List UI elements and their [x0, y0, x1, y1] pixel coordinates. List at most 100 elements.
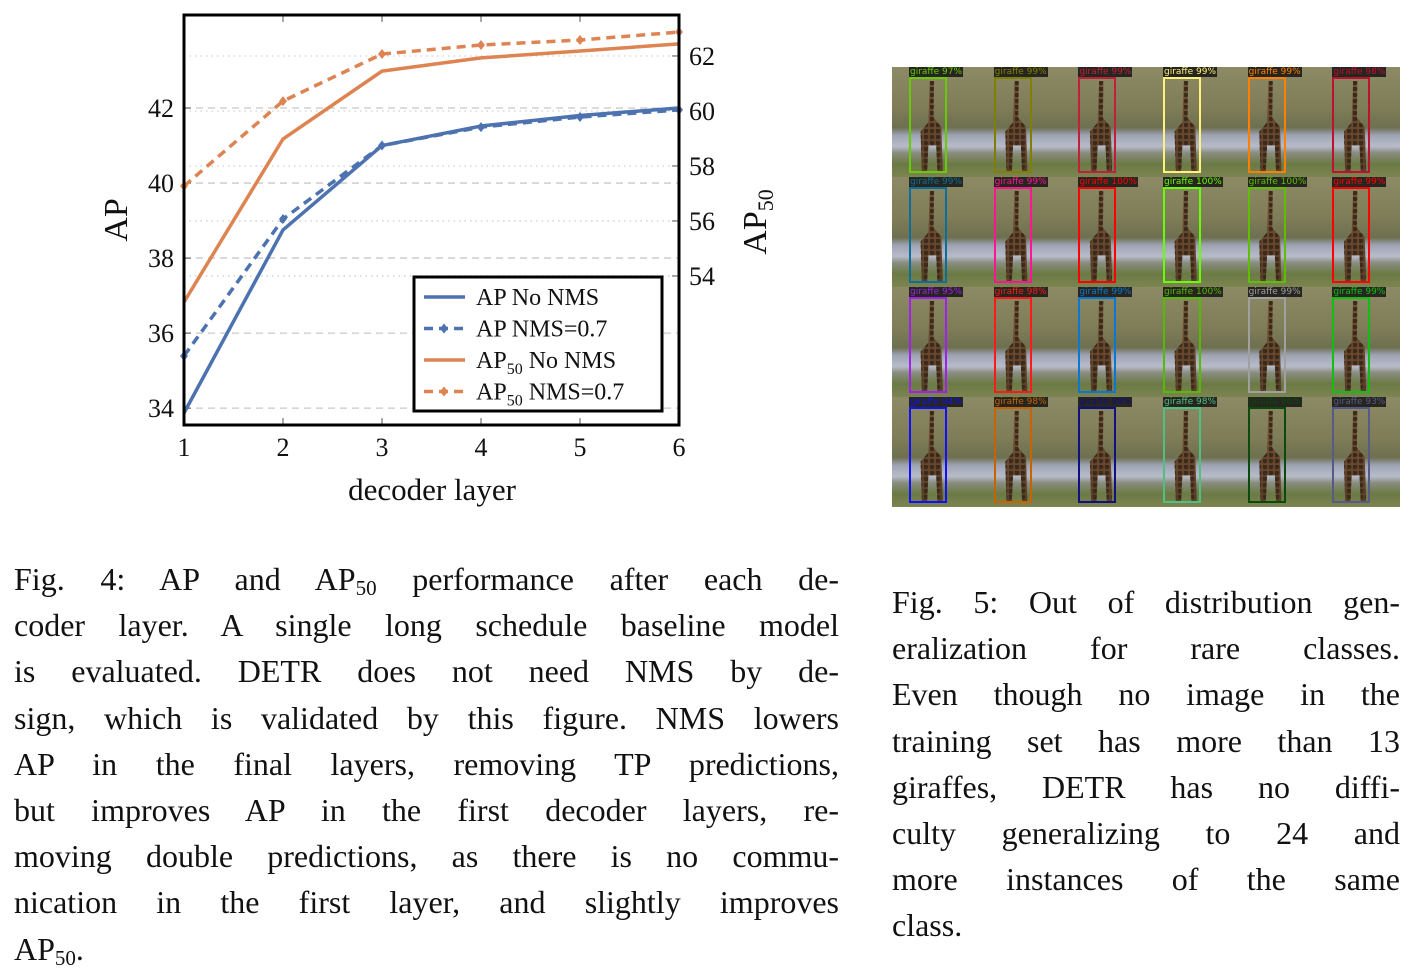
detection-tile: giraffe 99% — [1061, 397, 1146, 507]
caption-line: Fig. 5: Out of distribution gen- — [892, 579, 1400, 625]
detection-label: giraffe 99% — [1332, 287, 1387, 297]
caption-text: eralization for rare classes. — [892, 630, 1400, 667]
detection-label: giraffe 100% — [1247, 177, 1308, 187]
legend-label-main: AP — [476, 285, 506, 311]
series-line-ap-nms-0-7 — [182, 108, 680, 358]
bounding-box — [1078, 77, 1117, 173]
bounding-box — [1078, 297, 1117, 393]
detection-label: giraffe 97% — [909, 67, 964, 77]
caption-text: culty generalizing to 24 and — [892, 814, 1400, 851]
detection-label: giraffe 100% — [1162, 177, 1223, 187]
caption-line: Fig. 4: AP and AP50 performance after ea… — [14, 556, 839, 602]
detection-label: giraffe 100% — [1078, 177, 1139, 187]
caption-text: performance after each de- — [376, 561, 839, 597]
x-tick-label: 1 — [178, 433, 191, 462]
plot-frame — [182, 13, 681, 427]
legend-label-rest: NMS=0.7 — [506, 317, 608, 343]
y-right-tick-label: 54 — [689, 262, 715, 291]
detection-label: giraffe 98% — [993, 397, 1048, 407]
detection-tile: giraffe 99% — [1061, 67, 1146, 177]
detection-label: giraffe 99% — [1332, 177, 1387, 187]
caption-text: . — [75, 930, 84, 967]
caption-line: AP in the final layers, removing TP pred… — [14, 741, 839, 787]
y-right-tick-label: 62 — [689, 42, 715, 71]
caption-text: but improves AP in the first decoder lay… — [14, 791, 839, 828]
y-right-axis-label-main: AP — [737, 211, 774, 254]
caption-line: class. — [892, 902, 1400, 948]
figure-5-caption: Fig. 5: Out of distribution gen-eralizat… — [892, 579, 1400, 949]
caption-text: AP — [14, 930, 55, 967]
legend-entry-label: AP NMS=0.7 — [476, 317, 607, 343]
detection-label: giraffe 99% — [1247, 287, 1302, 297]
detection-tile: giraffe 99% — [1315, 287, 1400, 397]
detection-label: giraffe 98% — [1162, 397, 1218, 407]
legend-label-rest: No NMS — [506, 285, 599, 311]
detection-tile: giraffe 94% — [892, 397, 977, 507]
bounding-box — [1247, 77, 1286, 173]
detection-tile: giraffe 99% — [976, 67, 1062, 177]
caption-text: Fig. 5: Out of distribution gen- — [892, 584, 1400, 620]
detection-tile: giraffe 97% — [892, 67, 977, 177]
data-point-marker — [378, 49, 386, 60]
data-point-marker — [576, 35, 584, 46]
caption-line: culty generalizing to 24 and — [892, 810, 1400, 856]
y-left-tick-label: 38 — [148, 244, 174, 273]
data-point-marker — [378, 140, 386, 151]
bounding-box — [909, 297, 947, 393]
detection-label: giraffe 99% — [1078, 67, 1133, 77]
bounding-box — [1162, 297, 1201, 393]
data-point-marker — [279, 96, 287, 107]
caption-line: eralization for rare classes. — [892, 625, 1400, 671]
detection-tile: giraffe 93% — [1315, 397, 1400, 507]
detection-label: giraffe 99% — [1078, 397, 1133, 407]
x-tick-label: 6 — [673, 433, 686, 462]
detection-tile: giraffe 100% — [1145, 287, 1231, 397]
bounding-box — [1332, 187, 1371, 283]
caption-text: AP in the final layers, removing TP pred… — [14, 745, 839, 782]
caption-line: Even though no image in the — [892, 671, 1400, 717]
detection-tile: giraffe 99% — [1315, 177, 1400, 287]
legend-box — [412, 275, 664, 413]
series-line-ap50-nms-0-7 — [182, 30, 680, 188]
legend-label-main: AP — [476, 380, 507, 406]
data-point-marker — [477, 122, 485, 133]
caption-line: is evaluated. DETR does not need NMS by … — [14, 648, 839, 694]
caption-text: nication in the first layer, and slightl… — [14, 884, 839, 921]
detection-tile: giraffe 99% — [976, 177, 1062, 287]
bounding-box — [1332, 77, 1371, 173]
detection-tile: giraffe 95% — [892, 287, 977, 397]
bounding-box — [1162, 187, 1201, 283]
y-right-tick-label: 58 — [689, 152, 715, 181]
bounding-box — [1247, 297, 1286, 393]
x-tick-label: 2 — [277, 433, 290, 462]
detection-label: giraffe 99% — [993, 177, 1048, 187]
detection-tile: giraffe 99% — [1145, 67, 1231, 177]
caption-line: training set has more than 13 — [892, 718, 1400, 764]
bounding-box — [909, 187, 947, 283]
legend-label-main: AP — [476, 317, 506, 343]
y-left-tick-label: 40 — [148, 169, 174, 198]
data-point-marker — [279, 214, 287, 225]
figure-4-caption: Fig. 4: AP and AP50 performance after ea… — [14, 556, 839, 972]
detection-label: giraffe 98% — [993, 287, 1048, 297]
detection-tile: giraffe 100% — [1061, 177, 1146, 287]
detection-label: giraffe 99% — [993, 67, 1048, 77]
bounding-box — [1247, 187, 1286, 283]
y-left-axis-label: AP — [98, 198, 135, 241]
detection-label: giraffe 95% — [909, 287, 964, 297]
series-line-ap-no-nms — [182, 106, 680, 414]
detection-label: giraffe 99% — [1247, 67, 1302, 77]
detection-tile: giraffe 98% — [1315, 67, 1400, 177]
detection-tile: giraffe 100% — [1145, 177, 1231, 287]
caption-text: moving double predictions, as there is n… — [14, 838, 839, 875]
y-right-axis-label-subscript: 50 — [753, 189, 778, 211]
caption-text: training set has more than 13 — [892, 722, 1400, 759]
detection-tile: giraffe 99% — [1230, 67, 1316, 177]
detection-label: giraffe 94% — [909, 397, 964, 407]
caption-text: sign, which is validated by this figure.… — [14, 699, 839, 736]
bounding-box — [1247, 407, 1286, 503]
caption-text: Even though no image in the — [892, 676, 1400, 713]
detection-tile: giraffe 99% — [892, 177, 977, 287]
